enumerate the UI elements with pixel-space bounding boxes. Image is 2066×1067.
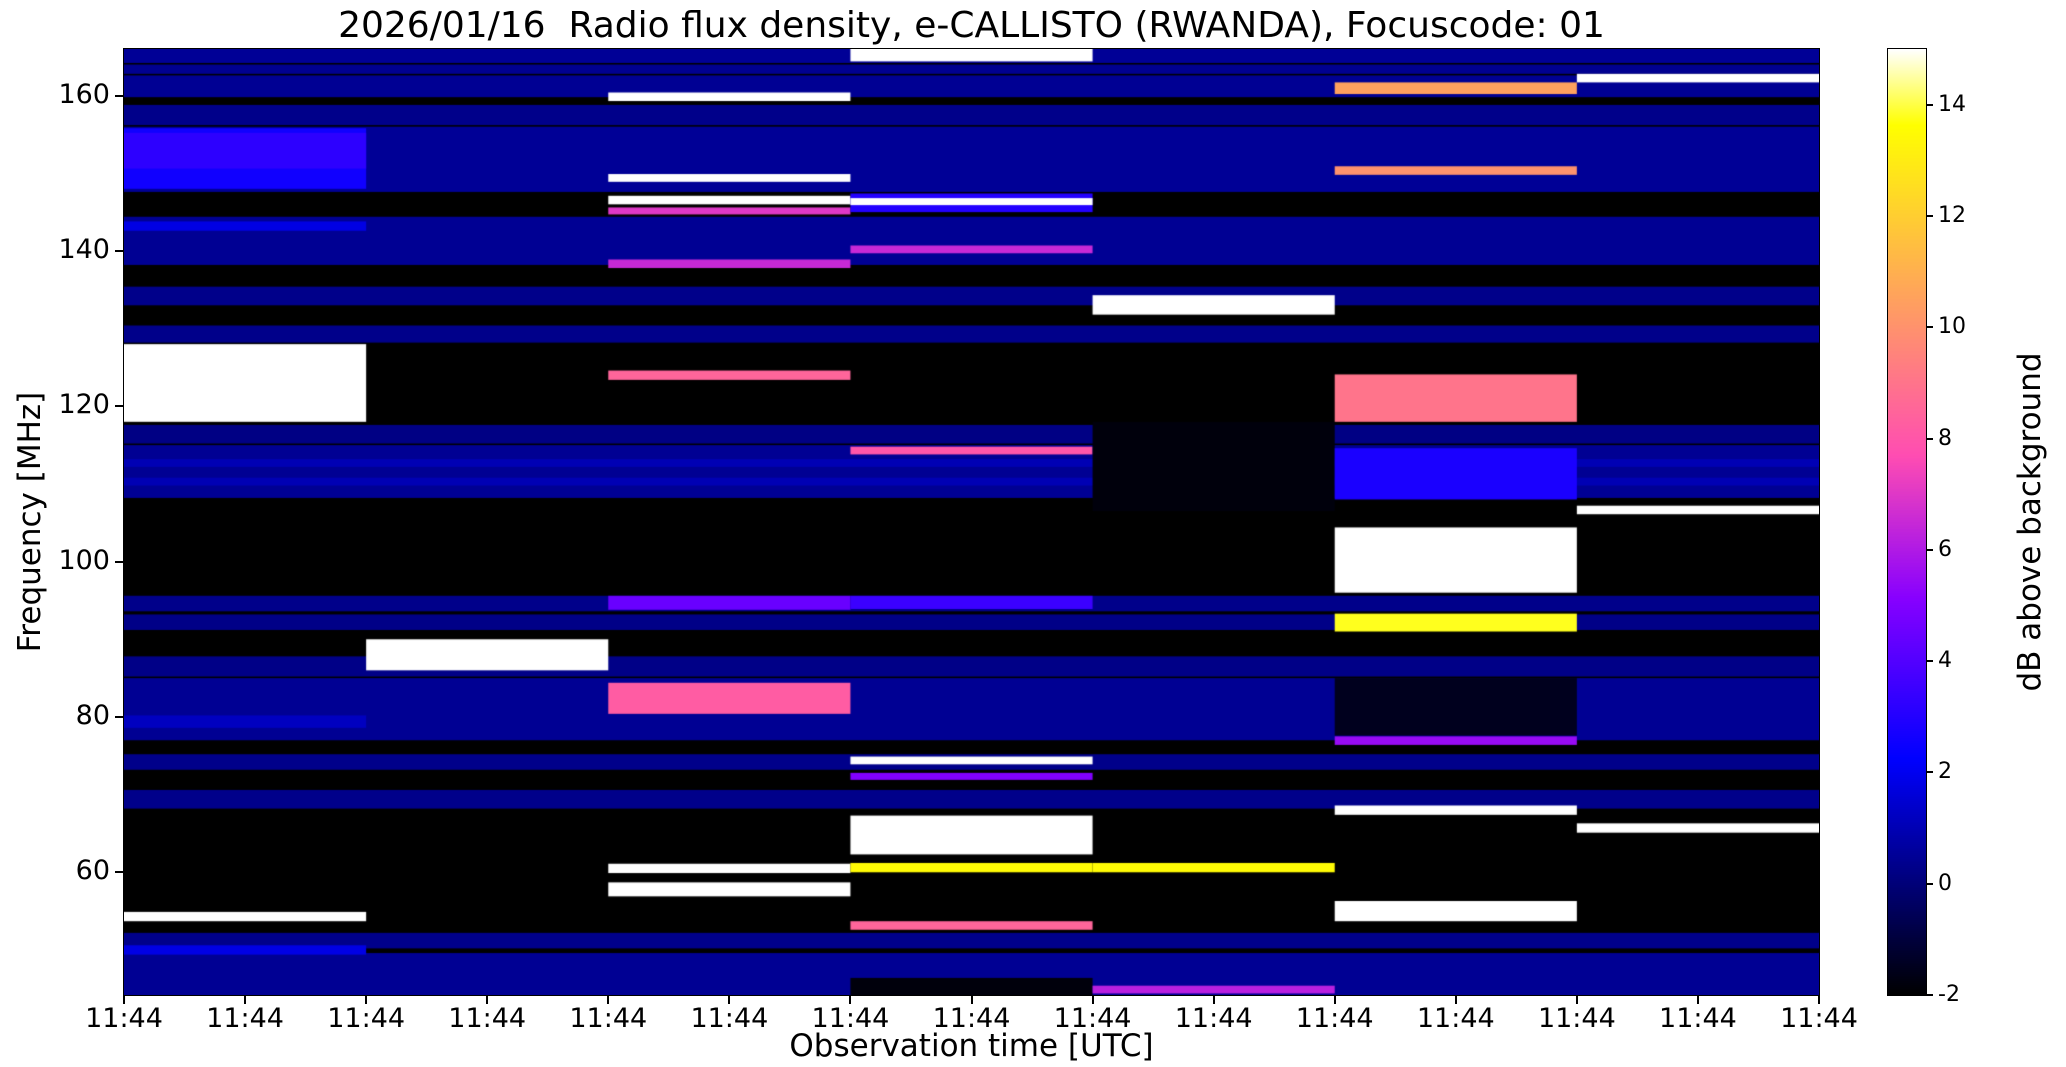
x-tick-label: 11:44 <box>206 1003 284 1034</box>
colorbar-tick-label: 6 <box>1938 536 1952 562</box>
x-axis-label: Observation time [UTC] <box>789 1028 1154 1064</box>
y-tick-label: 120 <box>58 389 110 421</box>
x-tick-label: 11:44 <box>932 1003 1011 1034</box>
x-tick-label: 11:44 <box>1053 1003 1132 1034</box>
x-tick-label: 11:44 <box>448 1003 527 1034</box>
x-tick-mark <box>1333 995 1336 1004</box>
colorbar-tick-mark <box>1926 771 1933 774</box>
colorbar-tick-mark <box>1926 437 1933 440</box>
colorbar-tick-label: 8 <box>1938 425 1952 451</box>
x-tick-mark <box>1212 995 1215 1004</box>
colorbar-tick-mark <box>1926 548 1933 551</box>
x-tick-label: 11:44 <box>1537 1003 1616 1034</box>
x-tick-label: 11:44 <box>327 1003 406 1034</box>
x-tick-mark <box>1454 995 1457 1004</box>
y-tick-mark <box>115 249 124 252</box>
y-tick-label: 80 <box>75 699 110 731</box>
colorbar-tick-mark <box>1926 326 1933 329</box>
x-tick-label: 11:44 <box>1659 1003 1737 1034</box>
spectrogram-heatmap <box>123 48 1820 996</box>
colorbar-tick-mark <box>1926 103 1933 106</box>
y-tick-label: 160 <box>58 78 110 110</box>
y-tick-mark <box>115 560 124 563</box>
y-axis-label: Frequency [MHz] <box>12 391 48 653</box>
colorbar-tick-label: 0 <box>1938 870 1952 896</box>
x-tick-mark <box>1818 995 1820 1004</box>
x-tick-mark <box>1696 995 1699 1004</box>
y-tick-mark <box>115 94 124 97</box>
colorbar-tick-label: 2 <box>1938 759 1952 785</box>
y-tick-mark <box>115 715 124 718</box>
chart-title: 2026/01/16 Radio flux density, e-CALLIST… <box>338 5 1605 46</box>
x-tick-mark <box>849 995 852 1004</box>
y-tick-label: 60 <box>75 855 110 887</box>
x-tick-mark <box>365 995 368 1004</box>
x-tick-mark <box>244 995 247 1004</box>
x-tick-mark <box>123 995 125 1004</box>
x-tick-mark <box>486 995 489 1004</box>
colorbar-tick-label: 4 <box>1938 648 1952 674</box>
colorbar <box>1887 48 1927 996</box>
x-tick-label: 11:44 <box>811 1003 890 1034</box>
x-tick-label: 11:44 <box>569 1003 648 1034</box>
colorbar-tick-mark <box>1926 994 1933 996</box>
y-tick-label: 140 <box>58 233 110 265</box>
x-tick-label: 11:44 <box>690 1003 769 1034</box>
colorbar-tick-label: 10 <box>1938 314 1966 340</box>
x-tick-mark <box>1091 995 1094 1004</box>
colorbar-tick-label: 14 <box>1938 91 1966 117</box>
colorbar-tick-label: 12 <box>1938 202 1966 228</box>
y-tick-label: 100 <box>58 544 110 576</box>
x-tick-label: 11:44 <box>1416 1003 1495 1034</box>
x-tick-label: 11:44 <box>1295 1003 1374 1034</box>
x-tick-mark <box>607 995 610 1004</box>
x-tick-label: 11:44 <box>1780 1003 1858 1034</box>
x-tick-label: 11:44 <box>1174 1003 1253 1034</box>
x-tick-label: 11:44 <box>85 1003 163 1034</box>
colorbar-tick-mark <box>1926 882 1933 885</box>
colorbar-tick-label: -2 <box>1938 982 1960 1007</box>
colorbar-tick-mark <box>1926 214 1933 217</box>
y-tick-mark <box>115 871 124 874</box>
colorbar-tick-mark <box>1926 660 1933 663</box>
x-tick-mark <box>728 995 731 1004</box>
x-tick-mark <box>1575 995 1578 1004</box>
colorbar-label: dB above background <box>2012 352 2048 692</box>
y-tick-mark <box>115 405 124 408</box>
x-tick-mark <box>970 995 973 1004</box>
